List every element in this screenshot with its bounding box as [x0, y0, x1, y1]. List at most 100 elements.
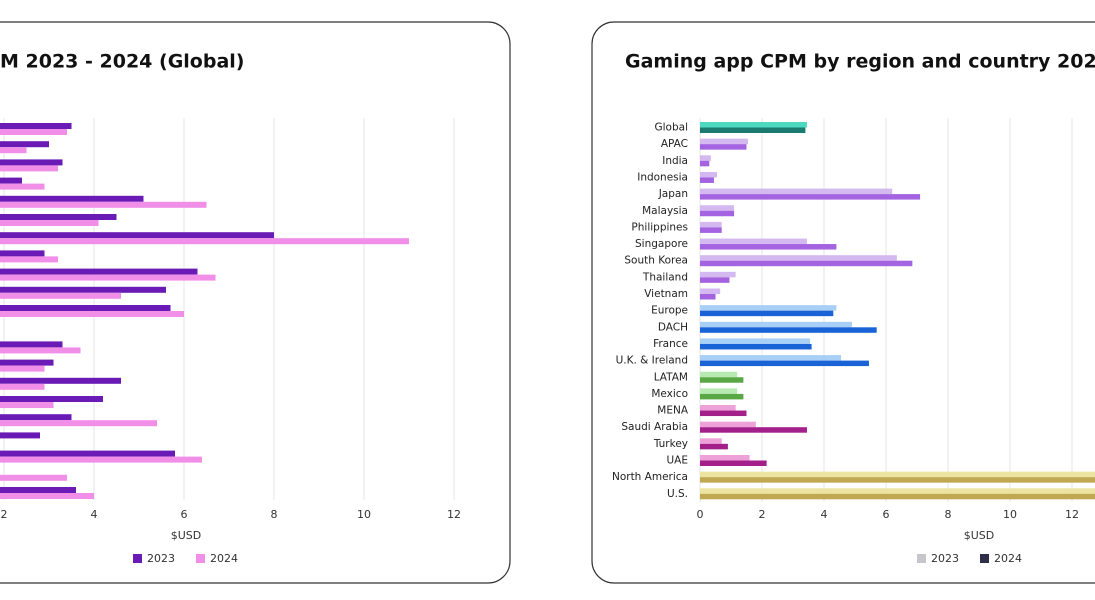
category-label: Vietnam [644, 288, 688, 300]
bar [0, 201, 207, 208]
bar [0, 450, 175, 457]
bar [0, 402, 54, 408]
bar [700, 338, 811, 344]
x-tick-label: 12 [1065, 508, 1079, 521]
bar [700, 238, 807, 245]
category-label: Thailand [642, 271, 688, 283]
bar [700, 155, 711, 161]
bar [0, 383, 45, 390]
bar [700, 405, 736, 411]
bar [700, 160, 710, 167]
bar [700, 360, 869, 367]
bar [700, 388, 738, 394]
x-tick-label: 12 [447, 508, 461, 521]
bar [700, 327, 877, 333]
bar [0, 456, 202, 463]
bar [700, 310, 834, 317]
x-tick-label: 8 [945, 508, 952, 521]
x-tick-label: 6 [181, 508, 188, 521]
category-label: Global [655, 122, 689, 134]
bar [700, 488, 1095, 494]
bar [0, 220, 99, 226]
bar [700, 122, 807, 128]
x-tick-label: 10 [357, 508, 371, 521]
legend-label: 2024 [994, 552, 1022, 565]
bar [700, 427, 807, 433]
x-tick-label: 10 [1003, 508, 1017, 521]
x-tick-label: 4 [821, 508, 828, 521]
bar [700, 477, 1095, 483]
bar [0, 365, 45, 372]
category-label: APAC [661, 138, 688, 150]
bar [700, 221, 722, 228]
bar [0, 493, 94, 499]
bar [700, 138, 749, 145]
bar [700, 438, 722, 444]
bar [700, 493, 1095, 500]
bar [700, 355, 842, 361]
bar [0, 377, 121, 384]
bar [700, 260, 913, 267]
category-label: Philippines [631, 221, 688, 233]
bar [0, 256, 58, 263]
legend-label: 2023 [147, 552, 175, 565]
category-label: South Korea [624, 255, 688, 267]
bar [0, 359, 54, 366]
category-label: UAE [666, 455, 688, 467]
bar [0, 268, 198, 275]
category-label: DACH [658, 321, 688, 333]
legend-swatch [133, 554, 142, 563]
category-label: North America [612, 471, 688, 483]
category-label: Saudi Arabia [621, 421, 688, 433]
bar [0, 129, 67, 135]
bar [0, 165, 58, 172]
x-axis-label: $USD [964, 529, 995, 542]
category-label: Europe [651, 305, 688, 317]
bar [0, 232, 274, 239]
legend-swatch [196, 554, 205, 563]
bar [700, 294, 716, 300]
bar [0, 183, 45, 190]
bar [700, 443, 728, 450]
bar [0, 414, 72, 421]
bar [700, 371, 738, 378]
bar [0, 141, 49, 148]
bar [0, 311, 184, 317]
category-label: U.S. [667, 488, 688, 500]
bar [700, 288, 721, 294]
category-label: MENA [657, 405, 689, 417]
bar [0, 250, 45, 257]
x-tick-label: 2 [1, 508, 8, 521]
chart-title: M 2023 - 2024 (Global) [0, 51, 244, 73]
bar [0, 195, 144, 202]
bar [700, 255, 897, 261]
legend-swatch [980, 554, 989, 563]
bar [700, 271, 736, 278]
category-label: Singapore [635, 238, 688, 250]
bar [0, 432, 40, 439]
bar [0, 159, 63, 166]
bar [700, 277, 730, 283]
bar [700, 188, 893, 195]
bar [700, 177, 714, 183]
bar [700, 127, 806, 133]
bar [0, 123, 72, 129]
category-label: India [662, 155, 688, 167]
bar [700, 227, 722, 233]
legend-swatch [917, 554, 926, 563]
bar [700, 205, 735, 211]
legend-label: 2024 [210, 552, 238, 565]
x-tick-label: 4 [91, 508, 98, 521]
bar [700, 321, 852, 328]
bar [0, 341, 63, 348]
bar [0, 420, 157, 427]
category-label: Mexico [651, 388, 688, 400]
bar [700, 144, 747, 150]
bar [700, 410, 747, 417]
category-label: France [653, 338, 688, 350]
x-tick-label: 0 [697, 508, 704, 521]
bar [700, 244, 837, 250]
category-label: Malaysia [642, 205, 688, 217]
x-tick-label: 2 [759, 508, 766, 521]
